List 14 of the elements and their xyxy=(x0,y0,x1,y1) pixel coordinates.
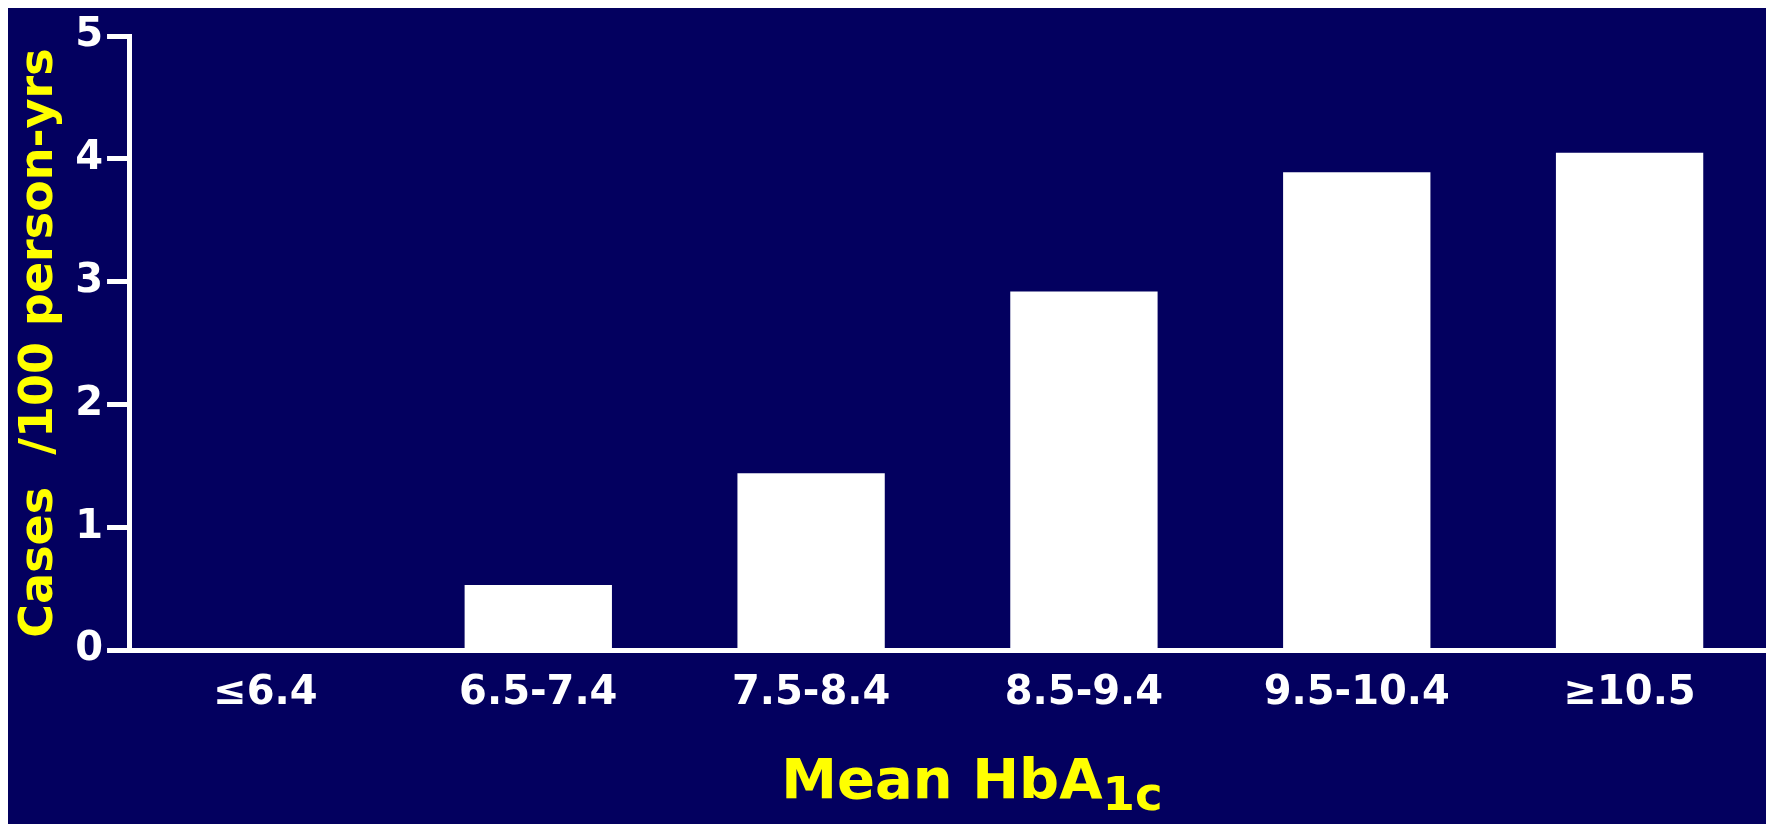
y-tick-label: 3 xyxy=(75,254,104,301)
y-tick-label: 2 xyxy=(75,377,104,424)
y-tick-label: 4 xyxy=(75,132,104,179)
x-tick-label: ≤6.4 xyxy=(213,667,318,714)
y-axis-title: Cases /100 person-yrs xyxy=(8,48,63,638)
x-tick-label: 7.5-8.4 xyxy=(731,667,891,714)
x-tick-label: 8.5-9.4 xyxy=(1004,667,1164,714)
x-tick-label: 6.5-7.4 xyxy=(459,667,618,714)
y-tick-label: 5 xyxy=(75,9,104,56)
x-tick-label: ≥10.5 xyxy=(1563,667,1696,714)
x-axis-title: Mean HbA$_{1c}$ xyxy=(780,746,1164,822)
x-tick-label: 9.5-10.4 xyxy=(1263,667,1450,714)
y-tick-label: 1 xyxy=(75,500,104,547)
y-tick-label: 0 xyxy=(75,623,104,670)
